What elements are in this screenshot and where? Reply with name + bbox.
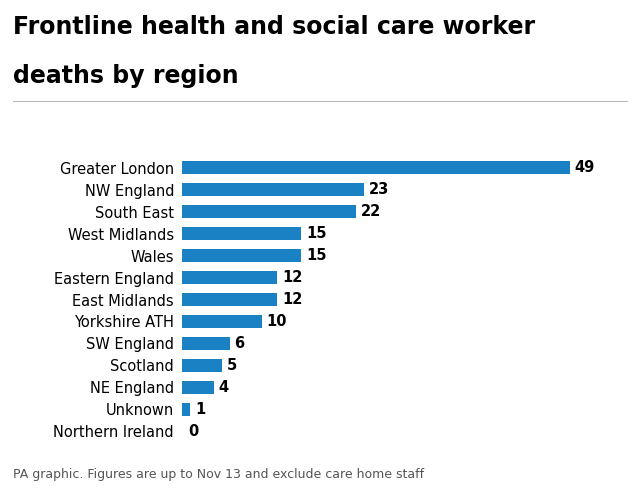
Text: 5: 5: [227, 358, 237, 373]
Text: 6: 6: [235, 336, 244, 351]
Bar: [182, 337, 230, 350]
Text: 15: 15: [306, 248, 326, 263]
Text: 22: 22: [361, 204, 381, 219]
Bar: [182, 315, 262, 328]
Text: 4: 4: [219, 380, 229, 395]
Bar: [182, 403, 190, 416]
Bar: [182, 381, 214, 394]
Bar: [182, 161, 570, 174]
Bar: [182, 249, 301, 262]
Text: 0: 0: [189, 424, 199, 439]
Bar: [182, 359, 222, 372]
Bar: [182, 227, 301, 240]
Text: 1: 1: [195, 402, 205, 417]
Text: deaths by region: deaths by region: [13, 64, 239, 88]
Bar: [182, 205, 356, 218]
Text: PA graphic. Figures are up to Nov 13 and exclude care home staff: PA graphic. Figures are up to Nov 13 and…: [13, 468, 424, 481]
Text: 15: 15: [306, 226, 326, 241]
Text: 23: 23: [369, 182, 389, 197]
Text: 12: 12: [282, 292, 303, 307]
Text: 10: 10: [266, 314, 287, 329]
Text: 49: 49: [575, 160, 595, 175]
Bar: [182, 293, 277, 306]
Bar: [182, 271, 277, 284]
Text: Frontline health and social care worker: Frontline health and social care worker: [13, 15, 535, 39]
Text: 12: 12: [282, 270, 303, 285]
Bar: [182, 183, 364, 196]
